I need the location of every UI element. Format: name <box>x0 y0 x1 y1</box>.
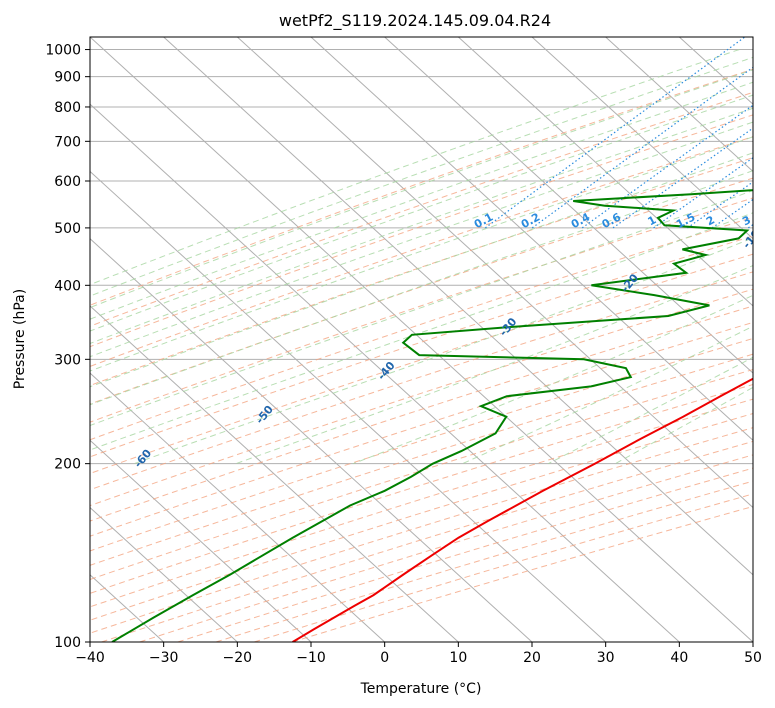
moist-adiabat-line <box>90 81 753 320</box>
isotherm-line <box>457 37 753 307</box>
chart-title: wetPf2_S119.2024.145.09.04.R24 <box>279 11 551 31</box>
dry-adiabat-line <box>90 305 753 522</box>
dry-adiabat-line <box>90 136 753 367</box>
x-tick-label: −40 <box>75 650 105 666</box>
isotherm-line <box>163 37 753 576</box>
y-axis-label: Pressure (hPa) <box>12 289 28 389</box>
background-lines <box>90 37 753 642</box>
isotherm-line <box>90 506 238 642</box>
moist-adiabat-line <box>90 136 753 372</box>
plot-frame <box>89 36 754 643</box>
moist-adiabat-line <box>90 121 753 358</box>
isotherm-line <box>90 305 459 642</box>
moist-adiabat-line <box>90 56 753 297</box>
isotherm-line <box>90 439 312 642</box>
mixing-ratio-line <box>484 37 746 229</box>
dry-adiabat-label: -70 <box>10 490 33 514</box>
mixing-ratio-label: 1 <box>646 213 659 228</box>
isotherm-line <box>90 372 386 642</box>
profile-lines <box>111 189 753 642</box>
dry-adiabat-line <box>177 467 753 642</box>
dry-adiabat-line <box>90 337 753 552</box>
isotherm-line <box>90 170 607 642</box>
x-tick-label: 50 <box>744 650 762 666</box>
mixing-ratio-line <box>581 104 753 229</box>
y-tick-label: 700 <box>54 134 81 150</box>
y-tick-label: 800 <box>54 100 81 116</box>
dry-adiabat-line <box>90 197 753 423</box>
x-axis: −40 −30 −20 −10 0 10 20 30 40 50 <box>75 642 762 666</box>
y-tick-label: 400 <box>54 278 81 294</box>
moist-adiabat-line <box>90 107 753 345</box>
x-tick-label: 10 <box>449 650 467 666</box>
y-tick-label: 1000 <box>45 43 81 59</box>
dry-adiabat-label: -30 <box>497 315 520 339</box>
x-tick-label: −30 <box>149 650 179 666</box>
dry-adiabat-line <box>90 68 753 306</box>
moist-adiabat-line <box>90 69 753 309</box>
x-tick-label: −20 <box>223 650 253 666</box>
x-axis-label: Temperature (°C) <box>360 681 482 697</box>
moist-adiabat-line <box>90 94 753 332</box>
isotherm-line <box>752 37 753 38</box>
dry-adiabat-line <box>90 427 753 634</box>
dewpoint-profile-line <box>111 189 753 642</box>
moist-adiabat-line <box>90 170 753 406</box>
dry-adiabat-line <box>90 177 753 405</box>
moist-adiabat-line <box>90 189 753 427</box>
temperature-profile-line <box>292 377 753 642</box>
y-tick-label: 100 <box>54 635 81 651</box>
isotherm-line <box>236 37 753 509</box>
isotherm-line <box>384 37 753 374</box>
mixing-ratio-label: 4 <box>767 213 775 228</box>
dry-adiabat-label: -40 <box>375 359 398 383</box>
isotherm-line <box>90 237 533 642</box>
dry-adiabat-line <box>90 321 753 537</box>
isotherm-line <box>531 37 753 240</box>
moist-adiabat-line <box>90 152 753 388</box>
y-tick-label: 900 <box>54 70 81 86</box>
mixing-ratio-line <box>653 157 753 229</box>
moist-adiabat-line <box>134 237 753 465</box>
dry-adiabat-line <box>90 353 753 566</box>
x-tick-label: 40 <box>670 650 688 666</box>
moist-adiabat-line <box>547 356 753 465</box>
y-tick-label: 500 <box>54 221 81 237</box>
x-tick-label: 30 <box>597 650 615 666</box>
x-tick-label: −10 <box>296 650 326 666</box>
dry-adiabat-label: -20 <box>618 271 641 295</box>
y-tick-label: 200 <box>54 457 81 473</box>
moist-adiabat-line <box>90 49 740 286</box>
dry-adiabat-line <box>90 216 753 441</box>
moist-adiabat-line <box>90 212 753 451</box>
isotherm-line <box>90 37 753 642</box>
dry-adiabat-line <box>139 454 753 642</box>
x-tick-label: 20 <box>523 650 541 666</box>
dry-adiabat-line <box>292 505 753 642</box>
mixing-ratio-line <box>531 66 753 229</box>
dry-adiabat-line <box>90 369 753 581</box>
x-tick-label: 0 <box>380 650 389 666</box>
mixing-ratio-label: 2 <box>704 213 717 228</box>
mixing-ratio-label: 3 <box>740 213 753 228</box>
dry-adiabat-label: -60 <box>132 447 155 471</box>
isotherm-line <box>605 37 753 173</box>
y-tick-label: 600 <box>54 174 81 190</box>
dry-adiabat-label: -50 <box>253 403 276 427</box>
mixing-ratio-line <box>687 181 753 229</box>
y-tick-label: 300 <box>54 352 81 368</box>
isotherm-line <box>90 103 680 642</box>
y-axis: 1000 900 800 700 600 500 400 300 200 100 <box>45 43 90 651</box>
